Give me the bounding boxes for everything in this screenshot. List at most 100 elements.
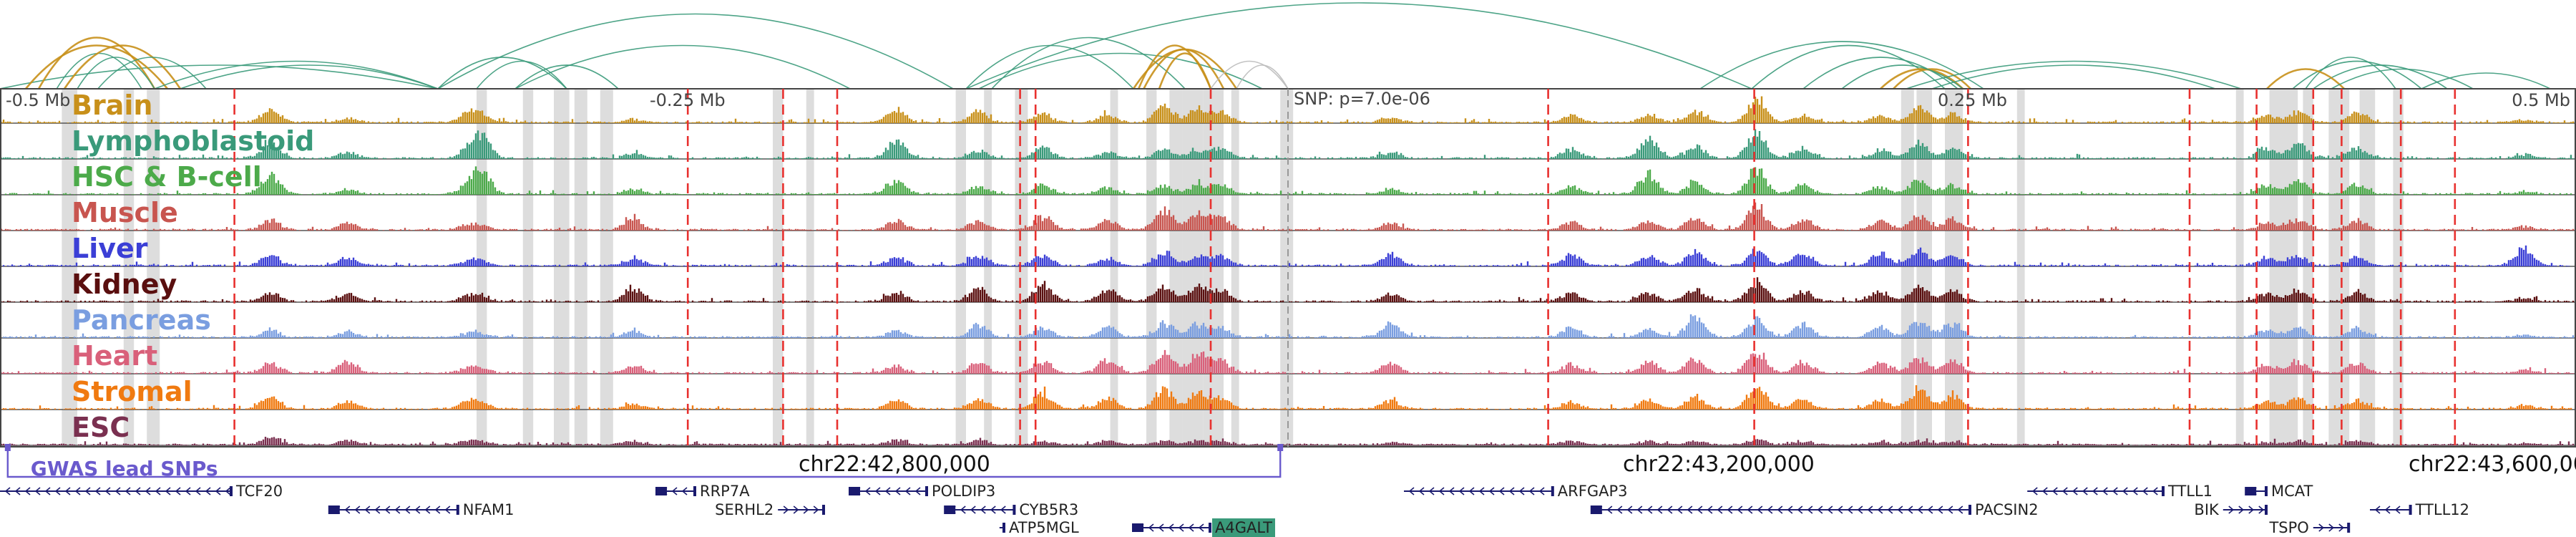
strand-chevron [1957, 505, 1963, 514]
strand-chevron [1687, 505, 1693, 514]
highlight-region [2303, 89, 2313, 447]
highlight-region [1280, 89, 1294, 447]
strand-chevron [2238, 505, 2245, 514]
strand-chevron [671, 487, 678, 495]
accessibility-tracks [0, 88, 2576, 448]
strand-chevron [114, 487, 121, 495]
gene-label: SERHL2 [715, 501, 774, 518]
strand-chevron [1408, 487, 1415, 495]
strand-chevron [894, 487, 901, 495]
chromatin-loop [2331, 68, 2474, 90]
axis-tick-label: -0.25 Mb [650, 90, 726, 110]
highlight-region [2016, 89, 2025, 447]
coordinate-label: chr22:43,600,000 [2409, 452, 2576, 477]
chromatin-loop [2292, 60, 2422, 90]
gene-exon [2265, 486, 2268, 496]
strand-chevron [1657, 505, 1663, 514]
gene-label: TSPO [2268, 519, 2308, 536]
strand-chevron [1857, 505, 1863, 514]
chromatin-loop [37, 37, 156, 90]
gene-exon [2162, 486, 2165, 496]
highlight-region [600, 89, 613, 447]
highlight-regions [62, 89, 2404, 447]
highlight-region [2328, 89, 2350, 447]
gene-exon [328, 505, 340, 514]
strand-chevron [1606, 505, 1613, 514]
gene-exon [1968, 505, 1971, 515]
strand-chevron [2082, 487, 2088, 495]
strand-chevron [2142, 487, 2148, 495]
strand-chevron [1158, 523, 1164, 532]
strand-chevron [2318, 523, 2325, 532]
strand-chevron [34, 487, 41, 495]
strand-chevron [1438, 487, 1445, 495]
highlight-region [1945, 89, 1963, 447]
strand-chevron [2051, 487, 2058, 495]
strand-chevron [2384, 505, 2391, 514]
strand-chevron [1468, 487, 1475, 495]
track-label-brain: Brain [72, 90, 152, 121]
strand-chevron [1508, 487, 1515, 495]
strand-chevron [2112, 487, 2118, 495]
gene-exon [655, 487, 667, 495]
strand-chevron [1428, 487, 1435, 495]
strand-chevron [1807, 505, 1813, 514]
strand-chevron [1646, 505, 1653, 514]
red-marker-lines [233, 89, 2457, 447]
gene-label: ARFGAP3 [1558, 483, 1628, 500]
chromatin-loop [154, 60, 439, 90]
gene-label: POLDIP3 [932, 483, 995, 500]
strand-chevron [1867, 505, 1873, 514]
gene-exon [693, 486, 696, 496]
gwas-lead-snps: GWAS lead SNPs [4, 444, 1284, 480]
gene-rrp7a: RRP7A [655, 483, 750, 500]
highlight-region [2393, 89, 2404, 447]
strand-chevron [1947, 505, 1953, 514]
highlight-region [1916, 89, 1932, 447]
strand-chevron [2248, 505, 2255, 514]
chromatin-loop [1906, 60, 2242, 90]
strand-chevron [2062, 487, 2068, 495]
track-label-heart: Heart [72, 340, 157, 372]
gene-a4galt: A4GALT [1132, 518, 1275, 537]
highlight-region [1015, 89, 1028, 447]
strand-chevron [2328, 523, 2335, 532]
gene-ttll1: TTLL1 [2027, 483, 2212, 500]
chromatin-loop [437, 13, 954, 90]
strand-chevron [4, 487, 11, 495]
highlight-region [2269, 89, 2298, 447]
strand-chevron [225, 487, 231, 495]
chromatin-loops [0, 2, 2551, 90]
signal-bars [2, 245, 2570, 266]
gene-exon [1209, 523, 1211, 533]
strand-chevron [1178, 523, 1184, 532]
strand-chevron [1827, 505, 1833, 514]
strand-chevron [1767, 505, 1773, 514]
strand-chevron [434, 505, 441, 514]
highlight-region [522, 89, 534, 447]
strand-chevron [1188, 523, 1194, 532]
track-label-liver: Liver [72, 233, 148, 264]
chromatin-loop [514, 44, 851, 90]
strand-chevron [1777, 505, 1783, 514]
highlight-region [574, 89, 587, 447]
track-label-hsc-b-cell: HSC & B-cell [72, 161, 262, 193]
strand-chevron [1737, 505, 1743, 514]
gene-label: TTLL12 [2415, 501, 2469, 518]
strand-chevron [354, 505, 361, 514]
chromatin-loop [56, 52, 142, 90]
chromatin-loop [2266, 68, 2345, 90]
highlight-region [1169, 89, 1183, 447]
strand-chevron [1538, 487, 1545, 495]
gene-label: ATP5MGL [1009, 519, 1079, 536]
strand-chevron [1528, 487, 1535, 495]
strand-chevron [2122, 487, 2128, 495]
chromatin-loop [1880, 68, 1964, 90]
gene-label: PACSIN2 [1975, 501, 2039, 518]
strand-chevron [1677, 505, 1683, 514]
gene-exon [1132, 523, 1143, 532]
strand-chevron [914, 487, 921, 495]
gene-cyb5r3: CYB5R3 [944, 501, 1078, 518]
chromatin-loop [991, 37, 1186, 90]
